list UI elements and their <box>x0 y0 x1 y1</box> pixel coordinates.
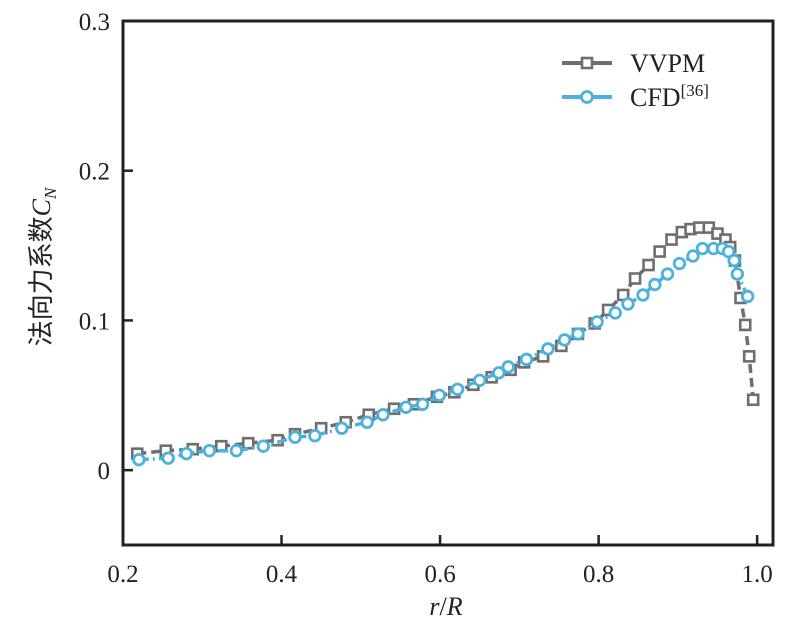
data-point-circle <box>621 297 635 311</box>
legend-marker-circle <box>580 90 594 104</box>
legend-label-vvpm: VVPM <box>630 49 705 78</box>
data-point-circle <box>450 382 465 396</box>
x-tick-label: 0.6 <box>424 561 455 588</box>
data-point-circle <box>492 366 506 380</box>
series-vvpm <box>130 221 760 460</box>
series-cfd <box>132 241 755 467</box>
data-point-circle <box>308 429 322 443</box>
series-line <box>137 225 755 456</box>
data-point-circle <box>415 397 430 411</box>
data-point-circle <box>432 388 446 402</box>
data-point-circle <box>376 408 390 422</box>
data-point-circle <box>740 289 755 304</box>
data-point-circle <box>648 277 662 292</box>
y-axis-label-symbol: C <box>27 198 56 216</box>
data-point-circle <box>335 421 349 435</box>
series-layer <box>130 221 760 467</box>
legend-marker-square <box>580 56 594 70</box>
data-point-square <box>628 272 642 285</box>
data-point-circle <box>229 443 244 458</box>
data-point-circle <box>590 315 604 329</box>
data-point-circle <box>202 443 217 458</box>
data-point-circle <box>672 256 687 271</box>
x-tick-label: 1.0 <box>742 561 773 588</box>
ticks: 0.2 0.4 0.6 0.8 1.0 0 0.1 0.2 0.3 <box>79 9 773 588</box>
data-point-circle <box>557 333 572 347</box>
data-point-circle <box>161 451 175 465</box>
y-axis-label-text: 法向力系数 <box>27 216 56 346</box>
y-axis-label: 法向力系数CN <box>27 186 60 346</box>
legend: VVPM CFD[36] <box>562 49 709 112</box>
x-axis-label-num: r <box>429 592 440 621</box>
data-point-square <box>642 258 655 272</box>
data-point-circle <box>501 360 515 374</box>
data-point-circle <box>636 288 650 302</box>
data-point-square <box>746 393 760 407</box>
data-point-circle <box>473 373 487 388</box>
y-tick-label: 0 <box>98 458 111 485</box>
x-axis-label-den: R <box>446 592 463 621</box>
y-tick-label: 0.2 <box>79 159 110 186</box>
data-point-circle <box>571 327 585 341</box>
data-point-circle <box>288 430 302 444</box>
data-point-square <box>665 233 678 246</box>
data-point-circle <box>519 352 534 367</box>
data-point-circle <box>541 342 555 356</box>
data-point-square <box>653 245 666 258</box>
data-point-square <box>241 436 255 450</box>
data-point-circle <box>360 415 374 429</box>
data-point-circle <box>256 439 271 453</box>
x-axis-label-sep: / <box>440 592 448 621</box>
x-axis-label: r/R <box>429 592 462 621</box>
x-tick-label: 0.4 <box>266 561 298 588</box>
data-point-square <box>738 318 752 332</box>
data-point-square <box>742 350 756 363</box>
data-point-circle <box>660 267 675 281</box>
legend-label-cfd-superscript: [36] <box>681 81 709 100</box>
axes-frame <box>121 19 775 547</box>
data-point-circle <box>179 446 194 461</box>
data-point-circle <box>730 267 745 281</box>
y-tick-label: 0.3 <box>79 9 110 36</box>
data-point-circle <box>727 253 741 268</box>
legend-label-cfd: CFD[36] <box>630 81 709 112</box>
data-point-circle <box>695 241 710 256</box>
data-point-circle <box>132 452 146 467</box>
data-point-circle <box>399 400 413 414</box>
y-axis-label-subscript: N <box>41 186 60 200</box>
x-tick-label: 0.8 <box>583 561 614 588</box>
x-tick-label: 0.2 <box>107 561 138 588</box>
legend-item-cfd: CFD[36] <box>562 81 709 112</box>
data-point-circle <box>686 249 700 263</box>
legend-item-vvpm: VVPM <box>562 49 705 78</box>
legend-label-cfd-main: CFD <box>630 83 681 112</box>
data-point-circle <box>608 306 622 320</box>
y-tick-label: 0.1 <box>79 308 110 335</box>
